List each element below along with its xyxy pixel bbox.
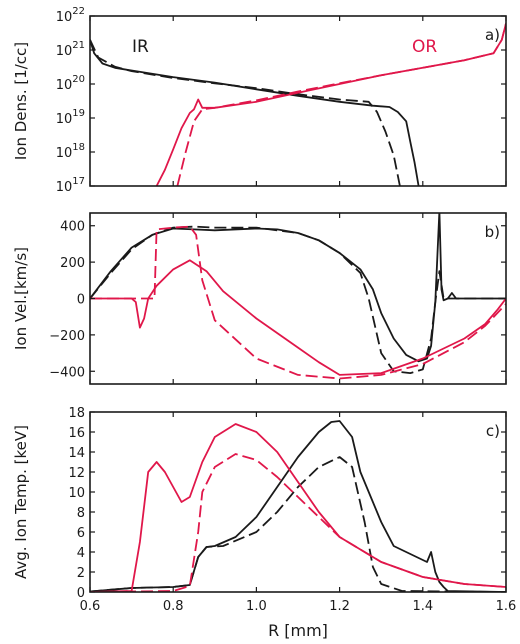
panel-label: c) bbox=[486, 422, 500, 440]
y-tick-label: 8 bbox=[77, 506, 85, 521]
y-tick-label: 1018 bbox=[56, 142, 85, 161]
panel-2: −400 −200 0 200 400 Ion Vel.[km/s] b) bbox=[12, 212, 507, 385]
series-or-solid-line bbox=[155, 23, 506, 186]
y-axis-label: Ion Vel.[km/s] bbox=[12, 247, 30, 350]
x-tick-label: 0.8 bbox=[163, 599, 184, 614]
series-or-dashed-line bbox=[90, 225, 506, 380]
y-tick-label: 0 bbox=[77, 586, 85, 601]
y-tick-label: 0 bbox=[77, 293, 85, 308]
y-axis-label: Ion Dens. [1/cc] bbox=[12, 42, 30, 160]
y-tick-label: 12 bbox=[68, 466, 85, 481]
y-tick-label: 1021 bbox=[56, 40, 85, 59]
series-or-solid-line bbox=[90, 259, 506, 376]
series-ir-dashed-line bbox=[90, 225, 506, 375]
y-tick-label: −400 bbox=[49, 365, 85, 380]
y-tick-label: 200 bbox=[60, 256, 85, 271]
y-tick-label: 16 bbox=[68, 426, 85, 441]
panel-label: b) bbox=[485, 223, 500, 241]
series-ir-solid-line bbox=[90, 39, 420, 186]
annotation-or: OR bbox=[412, 37, 437, 57]
y-axis-label: Avg. Ion Temp. [keV] bbox=[12, 425, 30, 579]
y-tick-label: 14 bbox=[68, 446, 85, 461]
series-or-solid-line bbox=[90, 423, 506, 592]
x-tick-label: 1.4 bbox=[412, 599, 433, 614]
y-tick-label: 1020 bbox=[56, 74, 85, 93]
plot-frame bbox=[89, 411, 507, 593]
y-tick-label: 18 bbox=[68, 406, 85, 421]
x-tick-label: 0.6 bbox=[80, 599, 101, 614]
y-tick-label: −200 bbox=[49, 329, 85, 344]
series-or-dashed-line bbox=[176, 23, 506, 186]
panel-3: 0 2 4 6 8 10 12 14 16 18 Avg. Ion Temp. [keV] c) bbox=[12, 406, 507, 601]
y-tick-label: 6 bbox=[77, 526, 85, 541]
panel-1: 1017 1018 1019 1020 1021 1022 Ion Dens. [1/cc]… bbox=[12, 6, 507, 195]
x-tick-label: 1.6 bbox=[496, 599, 517, 614]
y-tick-label: 10 bbox=[68, 486, 85, 501]
series-ir-solid-line bbox=[90, 420, 506, 592]
series-ir-dashed-line bbox=[90, 39, 401, 186]
series-ir-solid-line bbox=[90, 213, 506, 363]
series-ir-dashed-line bbox=[90, 456, 506, 592]
x-tick-label: 1.2 bbox=[329, 599, 350, 614]
x-tick-label: 1.0 bbox=[246, 599, 267, 614]
series-or-dashed-line bbox=[90, 453, 506, 592]
y-tick-label: 2 bbox=[77, 566, 85, 581]
x-axis-label: R [mm] bbox=[268, 621, 328, 640]
y-tick-label: 400 bbox=[60, 220, 85, 235]
y-tick-label: 4 bbox=[77, 546, 85, 561]
y-tick-label: 1017 bbox=[56, 176, 85, 195]
annotation-ir: IR bbox=[132, 37, 149, 57]
plot-frame bbox=[89, 15, 507, 187]
y-tick-label: 1019 bbox=[56, 108, 85, 127]
panel-label: a) bbox=[485, 26, 500, 44]
y-tick-label: 1022 bbox=[56, 6, 85, 25]
